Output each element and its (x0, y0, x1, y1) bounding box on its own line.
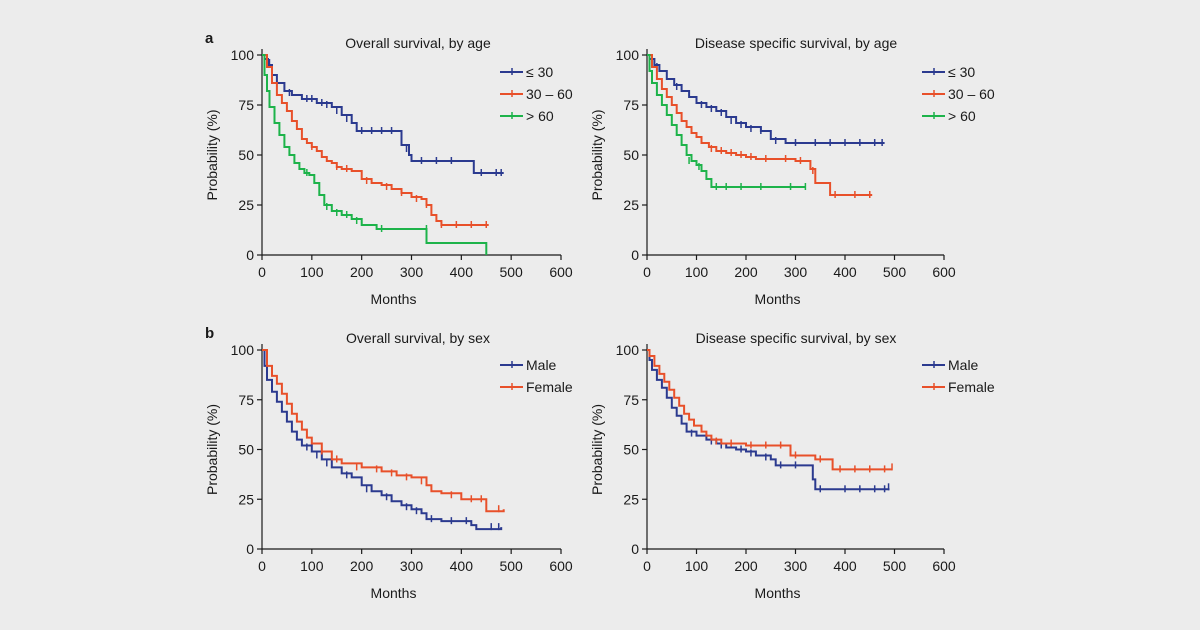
y-tick-label: 50 (238, 147, 254, 163)
x-tick-label: 100 (300, 264, 324, 280)
legend-label-30-60: 30 – 60 (948, 86, 995, 102)
x-tick-label: 200 (734, 558, 758, 574)
x-tick-label: 0 (258, 558, 266, 574)
y-tick-label: 25 (623, 491, 639, 507)
x-tick-label: 0 (258, 264, 266, 280)
x-axis-label: Months (371, 291, 417, 307)
series-line-60 (262, 54, 488, 255)
series-line-60 (647, 54, 806, 188)
legend-label-30: ≤ 30 (526, 64, 553, 80)
x-tick-label: 0 (643, 558, 651, 574)
y-tick-label: 100 (616, 342, 640, 358)
x-tick-label: 500 (883, 558, 907, 574)
x-tick-label: 0 (643, 264, 651, 280)
series-line-30-60 (647, 54, 873, 196)
x-tick-label: 400 (450, 264, 474, 280)
x-tick-label: 500 (499, 558, 523, 574)
chart-disease-specific-survival-by-sex: Disease specific survival, by sex 0 25 50 75… (589, 330, 995, 601)
x-tick-label: 200 (350, 264, 374, 280)
legend-label-female: Female (526, 379, 573, 395)
x-tick-label: 600 (932, 558, 956, 574)
y-tick-label: 25 (238, 491, 254, 507)
chart-title: Overall survival, by sex (346, 330, 490, 346)
chart-title: Disease specific survival, by sex (696, 330, 897, 346)
x-tick-label: 600 (549, 264, 573, 280)
y-tick-label: 100 (616, 47, 640, 63)
x-tick-label: 600 (549, 558, 573, 574)
x-tick-label: 100 (685, 558, 709, 574)
x-tick-label: 600 (932, 264, 956, 280)
legend-label-30: ≤ 30 (948, 64, 975, 80)
x-tick-label: 300 (784, 558, 808, 574)
y-tick-label: 25 (238, 197, 254, 213)
legend-label-male: Male (948, 357, 979, 373)
series-line-male (262, 349, 503, 531)
chart-overall-survival-by-sex: Overall survival, by sex 0 25 50 75 100 0 100 20… (204, 330, 573, 601)
x-tick-label: 500 (499, 264, 523, 280)
y-tick-label: 75 (238, 97, 254, 113)
panel-letter-b: b (205, 325, 214, 342)
y-tick-label: 0 (631, 541, 639, 557)
series-line-30 (262, 54, 504, 174)
legend-label-60: > 60 (948, 108, 976, 124)
chart-title: Disease specific survival, by age (695, 35, 898, 51)
legend-label-female: Female (948, 379, 995, 395)
y-tick-label: 50 (238, 442, 254, 458)
x-tick-label: 400 (833, 558, 857, 574)
y-tick-label: 75 (238, 392, 254, 408)
y-tick-label: 0 (246, 541, 254, 557)
x-axis-label: Months (371, 585, 417, 601)
series-line-30-60 (262, 54, 489, 226)
y-axis-label: Probability (%) (204, 109, 220, 200)
y-tick-label: 75 (623, 97, 639, 113)
y-tick-label: 25 (623, 197, 639, 213)
x-tick-label: 300 (400, 264, 424, 280)
y-axis-label: Probability (%) (204, 404, 220, 495)
chart-disease-specific-survival-by-age: Disease specific survival, by age 0 25 50 75… (589, 35, 995, 307)
y-tick-label: 0 (246, 247, 254, 263)
panel-letter-a: a (205, 30, 214, 47)
x-tick-label: 300 (400, 558, 424, 574)
x-tick-label: 200 (350, 558, 374, 574)
chart-overall-survival-by-age: Overall survival, by age 0 25 50 75 100 0 100 20… (204, 35, 573, 307)
y-tick-label: 100 (231, 342, 255, 358)
series-line-female (262, 349, 505, 513)
x-tick-label: 100 (300, 558, 324, 574)
y-tick-label: 100 (231, 47, 255, 63)
legend-label-male: Male (526, 357, 557, 373)
x-tick-label: 300 (784, 264, 808, 280)
x-tick-label: 400 (833, 264, 857, 280)
x-tick-label: 500 (883, 264, 907, 280)
y-axis-label: Probability (%) (589, 109, 605, 200)
y-tick-label: 0 (631, 247, 639, 263)
series-line-female (647, 349, 892, 471)
x-axis-label: Months (755, 585, 801, 601)
x-tick-label: 200 (734, 264, 758, 280)
x-tick-label: 400 (450, 558, 474, 574)
legend-label-30-60: 30 – 60 (526, 86, 573, 102)
chart-title: Overall survival, by age (345, 35, 491, 51)
y-axis-label: Probability (%) (589, 404, 605, 495)
x-axis-label: Months (755, 291, 801, 307)
legend-label-60: > 60 (526, 108, 554, 124)
series-line-30 (647, 54, 885, 144)
y-tick-label: 50 (623, 442, 639, 458)
y-tick-label: 75 (623, 392, 639, 408)
y-tick-label: 50 (623, 147, 639, 163)
x-tick-label: 100 (685, 264, 709, 280)
